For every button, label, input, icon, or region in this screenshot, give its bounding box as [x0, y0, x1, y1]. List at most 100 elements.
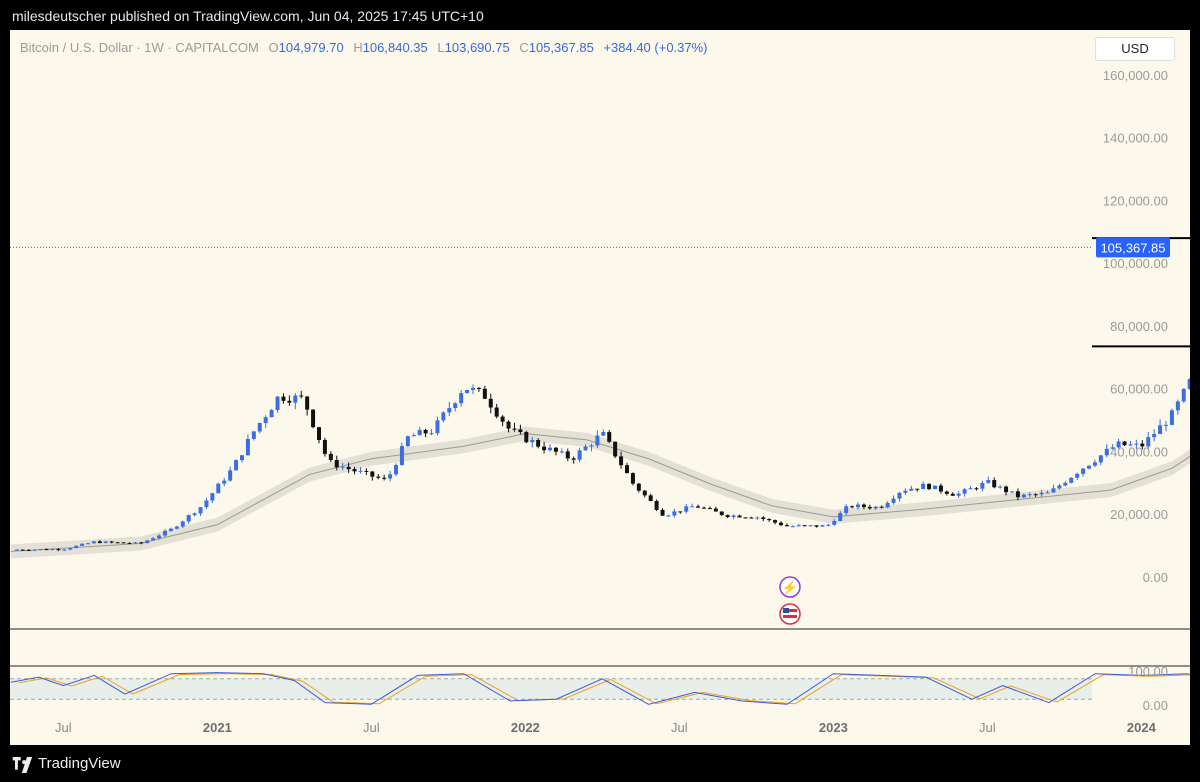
candle-body-161 — [968, 488, 973, 490]
currency-selector[interactable]: USD — [1095, 37, 1175, 61]
candle-body-182 — [1092, 462, 1097, 466]
candle-body-163 — [980, 482, 985, 489]
candle-body-141 — [850, 506, 855, 508]
candle-body-14 — [97, 541, 102, 544]
candle-body-178 — [1069, 477, 1074, 483]
candle-body-131 — [790, 526, 795, 528]
candle-body-137 — [826, 524, 831, 526]
chart-area[interactable]: 105,367.85 160,000.00 140,000.00 120,000.00… — [10, 30, 1190, 745]
candle-body-40 — [251, 431, 256, 439]
y-tick-label-5: 60,000.00 — [1110, 382, 1168, 397]
candle-body-41 — [257, 422, 262, 432]
candle-body-101 — [613, 441, 618, 457]
candle-body-149 — [897, 492, 902, 499]
candle-body-108 — [654, 500, 659, 510]
candle-body-190 — [1140, 443, 1145, 447]
candle-body-87 — [530, 440, 535, 443]
candle-body-79 — [482, 388, 487, 399]
candle-body-147 — [885, 502, 890, 508]
candle-body-113 — [684, 506, 689, 512]
candle-body-186 — [1116, 441, 1121, 448]
candle-body-173 — [1039, 492, 1044, 495]
candle-body-100 — [607, 432, 612, 442]
candle-body-103 — [625, 465, 629, 474]
candle-body-82 — [500, 416, 505, 422]
price-chart-svg[interactable]: 105,367.85 160,000.00 140,000.00 120,000.00… — [10, 30, 1190, 745]
candle-body-144 — [867, 506, 872, 509]
moving-average-band — [11, 426, 1190, 559]
candle-body-185 — [1110, 447, 1115, 449]
symbol-label: Bitcoin / U.S. Dollar · 1W · CAPITALCOM — [20, 40, 259, 55]
candle-body-20 — [133, 542, 138, 544]
publisher-text: milesdeutscher published on TradingView.… — [12, 8, 484, 24]
stoch-band-fill — [10, 678, 1092, 700]
low-label: L — [437, 40, 445, 55]
y-tick-label-3: 100,000.00 — [1103, 256, 1168, 271]
candle-body-92 — [559, 451, 564, 453]
candle-body-151 — [909, 488, 914, 491]
candle-body-78 — [476, 387, 481, 389]
candle-body-64 — [394, 465, 398, 475]
candle-body-11 — [80, 543, 85, 546]
candle-body-9 — [68, 548, 73, 550]
candle-body-18 — [121, 542, 126, 544]
high-value: 106,840.35 — [362, 40, 428, 55]
candle-body-10 — [74, 545, 79, 549]
candle-body-47 — [293, 395, 298, 403]
candle-body-166 — [998, 486, 1003, 488]
candle-body-99 — [601, 432, 606, 436]
candle-body-143 — [861, 504, 866, 507]
open-value: 104,979.70 — [278, 40, 344, 55]
candle-body-52 — [322, 440, 327, 454]
candle-body-26 — [168, 528, 173, 531]
candle-body-160 — [962, 489, 967, 494]
candle-body-31 — [198, 507, 203, 514]
low-value: 103,690.75 — [444, 40, 510, 55]
candle-body-134 — [808, 525, 813, 527]
candle-body-15 — [103, 541, 108, 544]
candle-body-155 — [933, 485, 937, 490]
candle-body-89 — [542, 446, 547, 451]
candle-body-154 — [927, 483, 932, 490]
candle-body-94 — [571, 458, 576, 460]
candle-body-115 — [696, 506, 701, 508]
candle-body-80 — [488, 398, 493, 408]
candle-body-117 — [707, 508, 712, 510]
y-tick-label-2: 120,000.00 — [1103, 193, 1168, 208]
candle-body-23 — [151, 538, 156, 541]
candle-body-44 — [275, 396, 280, 411]
candle-body-159 — [956, 493, 961, 496]
candle-body-130 — [784, 525, 789, 527]
candle-body-7 — [56, 549, 61, 551]
candle-body-193 — [1158, 425, 1163, 435]
candle-body-142 — [856, 504, 860, 508]
y-tick-label-8: 0.00 — [1143, 570, 1168, 585]
candle-body-86 — [524, 432, 529, 443]
candle-body-48 — [299, 395, 304, 397]
candle-body-127 — [767, 519, 772, 521]
x-tick-label-5: 2023 — [819, 720, 848, 735]
change-value: +384.40 (+0.37%) — [603, 40, 708, 55]
candle-body-70 — [429, 433, 434, 435]
candle-body-68 — [417, 429, 422, 436]
candle-body-102 — [619, 456, 624, 466]
candle-body-119 — [719, 511, 724, 516]
candle-body-0 — [14, 549, 19, 551]
candle-body-76 — [465, 389, 470, 394]
candle-body-27 — [174, 526, 179, 529]
candle-body-71 — [435, 420, 440, 434]
last-price-label-bg — [1096, 237, 1170, 258]
candle-body-167 — [1004, 486, 1009, 493]
candle-body-157 — [944, 491, 949, 494]
x-tick-label-7: 2024 — [1127, 720, 1157, 735]
candle-body-111 — [672, 511, 677, 516]
flag-canton — [783, 608, 789, 613]
candle-body-169 — [1015, 491, 1020, 498]
stoch-k-line — [10, 672, 1190, 705]
candle-body-116 — [702, 507, 706, 509]
candle-body-128 — [773, 520, 778, 523]
candle-body-109 — [660, 509, 665, 516]
candle-body-112 — [678, 511, 683, 513]
candle-body-30 — [192, 513, 197, 516]
candle-body-164 — [986, 480, 991, 483]
